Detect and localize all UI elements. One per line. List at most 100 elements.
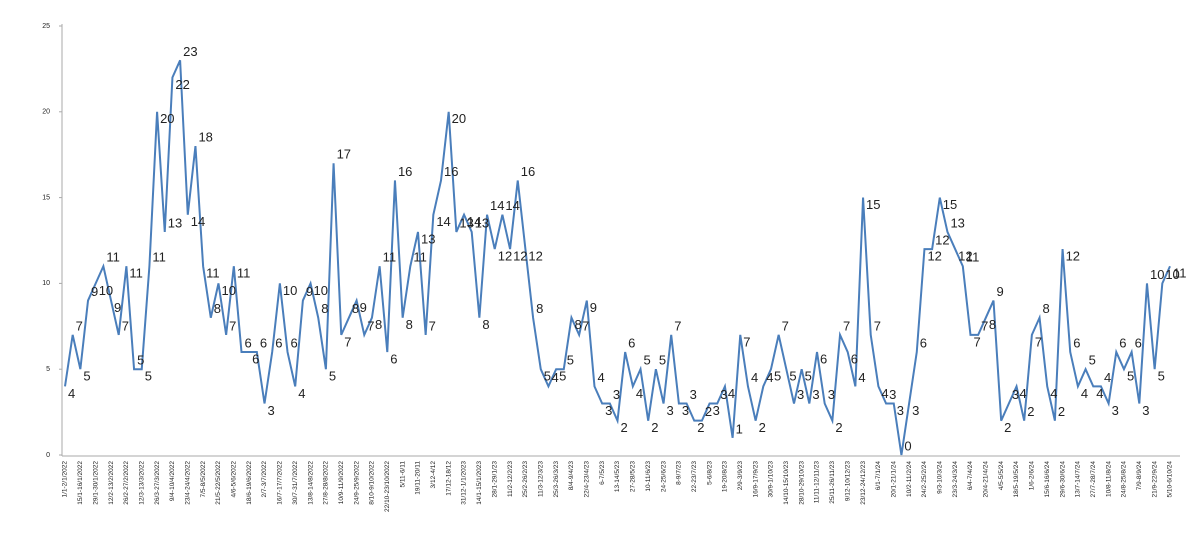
x-tick-label: 9/4-10/4/2022 xyxy=(169,461,176,502)
x-tick-label: 2/7-3/7/2022 xyxy=(261,461,268,498)
data-label: 5 xyxy=(83,369,90,384)
x-tick-label: 23/3-24/3/24 xyxy=(952,461,959,498)
x-tick-label: 9/3-10/3/24 xyxy=(937,461,944,494)
x-tick-label: 25/11-26/11/23 xyxy=(829,461,836,504)
data-label: 4 xyxy=(751,370,758,385)
x-tick-label: 24/9-25/9/2022 xyxy=(353,461,360,505)
data-label: 4 xyxy=(1104,370,1111,385)
x-tick-label: 22/4-23/4/23 xyxy=(584,461,591,498)
x-tick-label: 19/11-20/11 xyxy=(415,461,422,495)
data-label: 7 xyxy=(344,334,351,349)
x-tick-label: 10/9-11/9/2022 xyxy=(338,461,345,505)
data-label: 4 xyxy=(68,386,75,401)
x-tick-label: 8/4-9/4/23 xyxy=(568,461,575,491)
x-tick-label: 24-25/6/23 xyxy=(660,461,667,492)
data-label: 4 xyxy=(766,370,773,385)
data-label: 14 xyxy=(467,214,481,229)
data-label: 13 xyxy=(950,215,964,230)
data-label: 5 xyxy=(774,369,781,384)
x-tick-label: 18/6-19/6/2022 xyxy=(246,461,253,505)
data-label: 8 xyxy=(406,317,413,332)
data-label: 11 xyxy=(413,250,427,265)
x-tick-label: 15/1-16/1/2022 xyxy=(77,461,84,505)
y-tick-label: 10 xyxy=(42,280,50,287)
x-tick-label: 21/9-22/9/24 xyxy=(1151,461,1158,498)
x-tick-label: 11/2-12/2/23 xyxy=(507,461,514,497)
data-label: 6 xyxy=(628,335,635,350)
x-tick-label: 7/9-8/9/24 xyxy=(1136,461,1143,491)
x-tick-label: 1/1-2/1/2022 xyxy=(62,461,69,498)
data-label: 14 xyxy=(191,214,205,229)
x-tick-label: 4/5-5/5/24 xyxy=(998,461,1005,491)
data-label: 8 xyxy=(482,317,489,332)
data-label: 11 xyxy=(129,266,143,281)
x-tick-label: 24/8-25/8/24 xyxy=(1121,461,1128,498)
data-label: 12 xyxy=(927,249,941,264)
y-tick-label: 15 xyxy=(42,194,50,201)
data-label: 12 xyxy=(958,249,972,264)
x-tick-label: 24/2-25/2/24 xyxy=(921,461,928,498)
data-label: 2 xyxy=(1004,420,1011,435)
x-tick-label: 2/9-3/9/23 xyxy=(737,461,744,491)
data-label: 9 xyxy=(114,300,121,315)
x-tick-label: 18/5-19/5/24 xyxy=(1013,461,1020,498)
x-tick-label: 28/10-29/10/23 xyxy=(798,461,805,505)
data-label: 2 xyxy=(621,420,628,435)
x-tick-label: 6-7/5/23 xyxy=(599,461,606,485)
data-label: 9 xyxy=(360,300,367,315)
data-label: 6 xyxy=(820,351,827,366)
data-label: 5 xyxy=(329,369,336,384)
data-label: 8 xyxy=(989,317,996,332)
data-label: 13 xyxy=(168,215,182,230)
data-label: 7 xyxy=(973,334,980,349)
data-label: 8 xyxy=(352,301,359,316)
x-tick-label: 29/1-30/1/2022 xyxy=(92,461,99,505)
data-label: 8 xyxy=(1043,301,1050,316)
x-tick-label: 9/12-10/12/23 xyxy=(844,461,851,502)
x-tick-label: 10/8-11/8/24 xyxy=(1105,461,1112,497)
data-label: 3 xyxy=(605,403,612,418)
x-tick-label: 1/6-2/6/24 xyxy=(1029,461,1036,491)
data-label: 11 xyxy=(152,250,166,265)
x-tick-label: 30/9-1/10/23 xyxy=(768,461,775,498)
data-label: 6 xyxy=(390,351,397,366)
data-label: 6 xyxy=(244,335,251,350)
data-label: 11 xyxy=(966,250,980,265)
data-label: 4 xyxy=(1081,386,1088,401)
data-label: 4 xyxy=(1050,386,1057,401)
data-label: 5 xyxy=(145,369,152,384)
y-tick-label: 0 xyxy=(46,452,50,459)
data-label: 9 xyxy=(306,284,313,299)
data-label: 3 xyxy=(682,403,689,418)
data-label: 2 xyxy=(1027,404,1034,419)
data-label: 1 xyxy=(736,421,743,436)
x-tick-label: 7/5-8/5/2022 xyxy=(200,461,207,498)
data-label: 12 xyxy=(1066,249,1080,264)
data-label: 3 xyxy=(667,403,674,418)
data-label: 3 xyxy=(713,403,720,418)
data-label: 11 xyxy=(383,250,397,265)
data-label: 10 xyxy=(1150,267,1164,282)
data-label: 7 xyxy=(76,318,83,333)
x-tick-label: 27/8-28/8/2022 xyxy=(323,461,330,505)
data-label: 3 xyxy=(1142,403,1149,418)
x-tick-label: 13-14/5/23 xyxy=(614,461,621,492)
data-label: 10 xyxy=(99,283,113,298)
x-tick-label: 8/10-9/10/2022 xyxy=(369,461,376,505)
x-tick-label: 26/2-27/2/2022 xyxy=(123,461,130,505)
x-tick-label: 8-9/7/23 xyxy=(676,461,683,485)
data-label: 5 xyxy=(567,353,574,368)
data-label: 4 xyxy=(597,370,604,385)
x-tick-label: 5/10-6/10/24 xyxy=(1167,461,1174,498)
data-label: 2 xyxy=(651,420,658,435)
data-label: 3 xyxy=(912,403,919,418)
data-label: 4 xyxy=(881,386,888,401)
x-tick-label: 21/5-22/5/2022 xyxy=(215,461,222,505)
data-label: 2 xyxy=(759,420,766,435)
data-label: 5 xyxy=(137,353,144,368)
data-label: 6 xyxy=(260,335,267,350)
data-label: 3 xyxy=(828,387,835,402)
x-tick-label: 11/3-12/3/23 xyxy=(537,461,544,497)
data-label: 3 xyxy=(1112,403,1119,418)
data-label: 9 xyxy=(590,300,597,315)
